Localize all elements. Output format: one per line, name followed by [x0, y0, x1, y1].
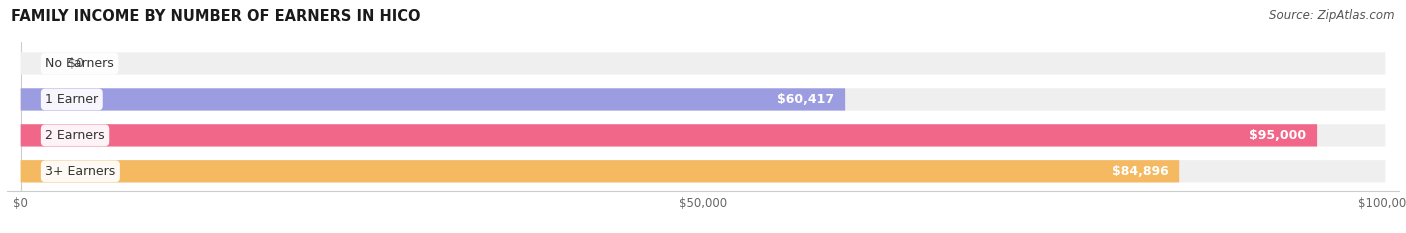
- FancyBboxPatch shape: [21, 88, 1385, 111]
- Text: $0: $0: [69, 57, 84, 70]
- Text: No Earners: No Earners: [45, 57, 114, 70]
- FancyBboxPatch shape: [21, 88, 845, 111]
- Text: 1 Earner: 1 Earner: [45, 93, 98, 106]
- FancyBboxPatch shape: [21, 52, 1385, 75]
- Text: $84,896: $84,896: [1112, 165, 1168, 178]
- Text: $60,417: $60,417: [778, 93, 834, 106]
- Text: FAMILY INCOME BY NUMBER OF EARNERS IN HICO: FAMILY INCOME BY NUMBER OF EARNERS IN HI…: [11, 9, 420, 24]
- Text: Source: ZipAtlas.com: Source: ZipAtlas.com: [1270, 9, 1395, 22]
- FancyBboxPatch shape: [21, 124, 1317, 147]
- Text: 2 Earners: 2 Earners: [45, 129, 105, 142]
- FancyBboxPatch shape: [21, 160, 1385, 182]
- FancyBboxPatch shape: [21, 124, 1385, 147]
- FancyBboxPatch shape: [21, 160, 1180, 182]
- Text: $95,000: $95,000: [1249, 129, 1306, 142]
- Text: 3+ Earners: 3+ Earners: [45, 165, 115, 178]
